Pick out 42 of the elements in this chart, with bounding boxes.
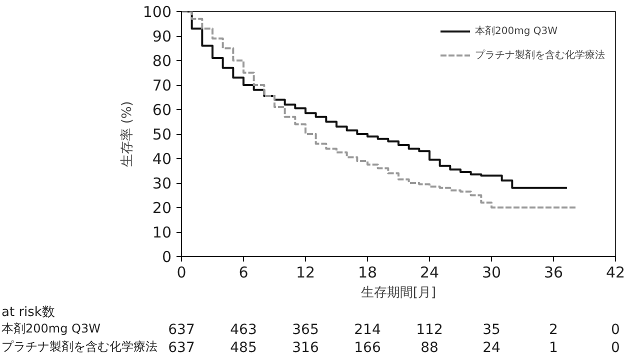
y-tick-label: 90 bbox=[152, 28, 172, 46]
y-tick-label: 80 bbox=[152, 52, 172, 70]
text: 365 bbox=[292, 322, 319, 338]
text: 88 bbox=[420, 340, 438, 356]
text: 637 bbox=[168, 322, 195, 338]
x-axis-title: 生存期間[月] bbox=[360, 286, 436, 300]
y-tick-label: 30 bbox=[152, 174, 172, 192]
text: 485 bbox=[230, 340, 257, 356]
x-tick-label: 12 bbox=[296, 264, 316, 282]
text: 166 bbox=[354, 340, 381, 356]
text: 637 bbox=[168, 340, 195, 356]
text: 24 bbox=[482, 340, 500, 356]
x-tick-label: 24 bbox=[420, 264, 440, 282]
x-tick-label: 6 bbox=[238, 264, 248, 282]
text: 本剤200mg Q3W bbox=[2, 322, 101, 336]
text: 214 bbox=[354, 322, 381, 338]
x-tick-label: 36 bbox=[544, 264, 564, 282]
text: 316 bbox=[292, 340, 319, 356]
text: 0 bbox=[611, 322, 620, 338]
y-axis-title: 生存率 (%) bbox=[118, 101, 135, 167]
y-tick-label: 70 bbox=[152, 76, 172, 94]
text: 112 bbox=[416, 322, 443, 338]
x-tick-label: 42 bbox=[606, 264, 626, 282]
text: プラチナ製剤を含む化学療法 bbox=[2, 340, 158, 354]
text: 0 bbox=[611, 340, 620, 356]
legend-label: 本剤200mg Q3W bbox=[475, 24, 558, 38]
text: 1 bbox=[549, 340, 558, 356]
text: 35 bbox=[482, 322, 500, 338]
x-tick-label: 18 bbox=[358, 264, 378, 282]
y-tick-label: 60 bbox=[152, 101, 172, 119]
y-tick-label: 100 bbox=[142, 3, 172, 21]
x-tick-label: 30 bbox=[482, 264, 502, 282]
y-tick-label: 40 bbox=[152, 150, 172, 168]
text: at risk数 bbox=[2, 305, 55, 320]
x-tick-label: 0 bbox=[176, 264, 186, 282]
y-tick-label: 20 bbox=[152, 199, 172, 217]
y-tick-label: 0 bbox=[162, 248, 172, 266]
y-tick-label: 10 bbox=[152, 224, 172, 242]
y-tick-label: 50 bbox=[152, 126, 172, 144]
legend-label: プラチナ製剤を含む化学療法 bbox=[475, 48, 605, 62]
text: 463 bbox=[230, 322, 257, 338]
text: 2 bbox=[549, 322, 558, 338]
